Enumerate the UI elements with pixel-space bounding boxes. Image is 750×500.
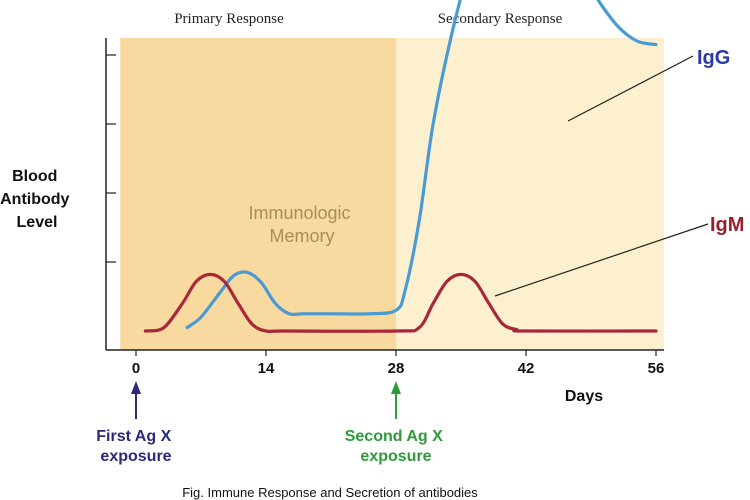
second-exposure-line-2: exposure [360,448,431,465]
second-exposure-line-1: Second Ag X [345,428,443,445]
immunologic-memory-line-1: Immunologic [248,203,350,223]
x-tick-label-0: 0 [132,360,140,377]
series-igm-line [143,272,658,334]
x-tick-label-42: 42 [518,360,535,377]
first-exposure-line-2: exposure [100,448,171,465]
second-exposure-label: Second Ag X exposure [345,428,448,465]
series-callouts: IgG IgM [131,47,744,419]
series-layer [143,0,658,334]
secondary-response-region [396,38,664,350]
y-axis-label-line-2: Antibody [0,191,69,208]
callout-igm-label: IgM [710,214,744,236]
exposure-arrow-2-head [391,381,401,394]
x-axis-label: Days [565,388,603,405]
primary-response-region [120,38,396,350]
y-axis-label-line-1: Blood [12,168,57,185]
series-igg-line [185,0,658,330]
figure-caption: Fig. Immune Response and Secretion of an… [182,485,478,500]
x-tick-label-14: 14 [258,360,275,377]
y-axis-label-line-3: Level [17,214,58,231]
immunologic-memory-line-2: Memory [269,226,334,246]
immunologic-memory-label: Immunologic Memory [248,203,355,246]
exposure-arrow-1-head [131,381,141,394]
callout-igg-label: IgG [697,47,730,69]
first-exposure-label: First Ag X exposure [96,428,175,465]
axes: 0 14 28 42 56 [105,38,665,377]
secondary-response-label: Secondary Response [438,11,563,27]
callout-igm-leader [494,223,709,297]
primary-response-label: Primary Response [174,11,284,27]
x-tick-label-28: 28 [388,360,405,377]
callout-igg-leader [567,55,694,122]
first-exposure-line-1: First Ag X [96,428,171,445]
x-tick-label-56: 56 [648,360,665,377]
y-axis-label: Blood Antibody Level [0,168,74,231]
